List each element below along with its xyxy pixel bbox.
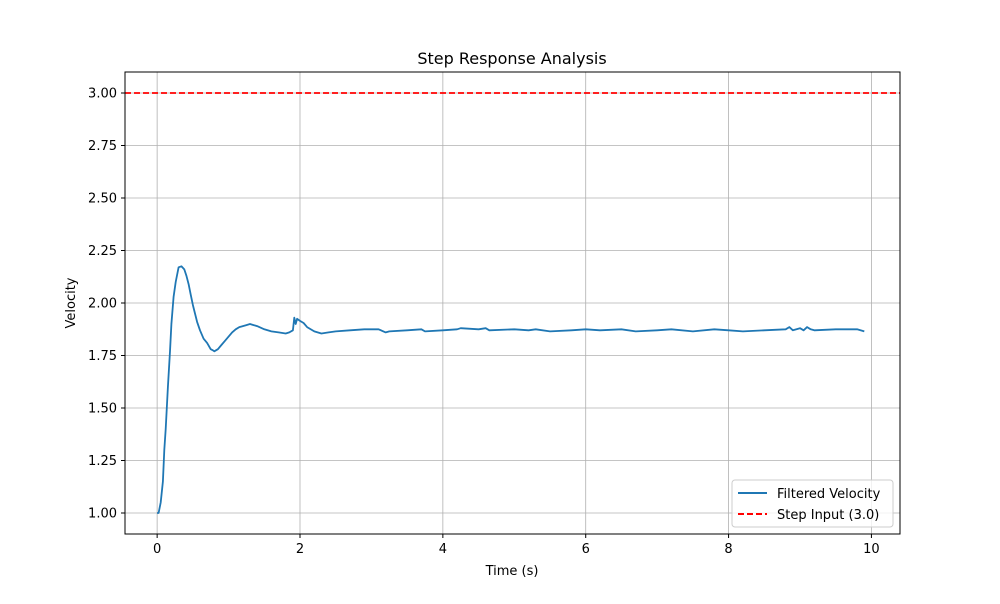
legend-box	[731, 479, 894, 528]
y-tick-label: 1.50	[88, 402, 117, 417]
x-tick-label: 2	[296, 542, 304, 557]
plot-area	[125, 92, 900, 514]
series-line-filtered-velocity	[157, 265, 865, 514]
chart-title: Step Response Analysis	[417, 49, 606, 68]
y-tick-label: 3.00	[88, 87, 117, 102]
series-layer	[125, 92, 900, 514]
y-tick-label: 2.75	[88, 139, 117, 154]
y-tick-label: 1.00	[88, 507, 117, 522]
y-tick-label: 2.50	[88, 192, 117, 207]
y-tick-label: 2.25	[88, 244, 117, 259]
y-tick-label: 2.00	[88, 297, 117, 312]
x-tick-label: 6	[582, 542, 590, 557]
x-axis-label: Time (s)	[485, 564, 539, 579]
legend-label-step-input: Step Input (3.0)	[777, 508, 879, 523]
x-axis-ticks: 0 2 4 6 8 10	[153, 534, 880, 557]
x-tick-label: 8	[724, 542, 732, 557]
y-tick-label: 1.25	[88, 454, 117, 469]
y-axis-label: Velocity	[64, 277, 79, 328]
legend: Filtered Velocity Step Input (3.0)	[731, 479, 894, 528]
y-tick-label: 1.75	[88, 349, 117, 364]
x-tick-label: 0	[153, 542, 161, 557]
y-axis-ticks: 1.00 1.25 1.50 1.75 2.00 2.25 2.50 2.75 3.00	[88, 87, 125, 522]
legend-label-filtered-velocity: Filtered Velocity	[777, 487, 881, 502]
x-tick-label: 4	[439, 542, 447, 557]
x-tick-label: 10	[863, 542, 880, 557]
